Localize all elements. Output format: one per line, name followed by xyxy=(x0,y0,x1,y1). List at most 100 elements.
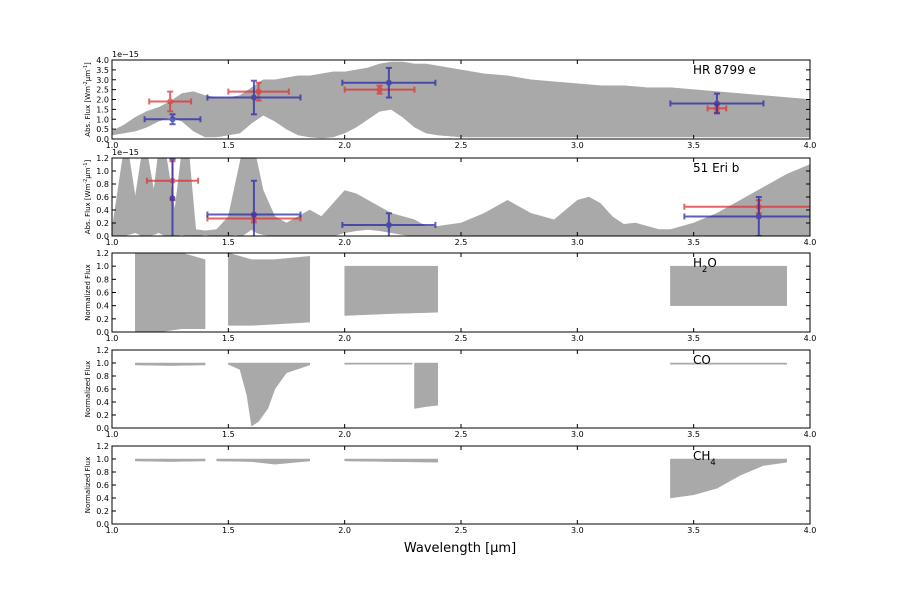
y-tick-label: 0.0 xyxy=(96,328,109,337)
x-tick-label: 2.0 xyxy=(338,430,351,439)
y-tick-label: 1.0 xyxy=(96,115,109,124)
x-tick-label: 3.5 xyxy=(687,430,700,439)
x-tick-label: 1.5 xyxy=(222,526,235,535)
blue-point-2 xyxy=(206,179,302,236)
model-band-4 xyxy=(670,265,787,306)
y-tick-label: 0.8 xyxy=(96,468,109,477)
plot-area xyxy=(112,61,810,139)
panel-4: 1.0 1.5 2.0 2.5 3.0 3.5 4.0 0.0 0.2 0.4 0.6 0.8 1.0 1… xyxy=(84,346,816,439)
model-spectrum xyxy=(112,61,810,139)
data-marker xyxy=(167,98,174,105)
data-marker xyxy=(250,211,257,218)
model-band-2 xyxy=(228,362,311,427)
y-tick-label: 1.0 xyxy=(96,455,109,464)
x-tick-label: 1.5 xyxy=(222,238,235,247)
panel-label: CH4 xyxy=(693,449,716,467)
red-point-3 xyxy=(343,84,416,95)
panels: 1.0 1.5 2.0 2.5 3.0 3.5 4.00.00.51.01.52.02.53… xyxy=(83,50,817,535)
y-tick-label: 0.4 xyxy=(96,494,109,503)
x-tick-label: 1.0 xyxy=(106,526,119,535)
y-tick-label: 0.6 xyxy=(96,193,109,202)
plot-area xyxy=(135,458,787,499)
y-tick-label: 0.2 xyxy=(96,315,109,324)
offset-text: 1e−15 xyxy=(112,50,139,59)
red-point-1 xyxy=(148,90,193,113)
x-tick-label: 3.5 xyxy=(687,334,700,343)
x-tick-label: 1.5 xyxy=(222,141,235,150)
model-band-1 xyxy=(135,458,206,462)
x-tick-label: 4.0 xyxy=(804,526,817,535)
model-band-2 xyxy=(228,253,311,326)
blue-point-1 xyxy=(143,113,202,126)
data-marker xyxy=(385,221,392,228)
panel-2: 1.0 1.5 2.0 2.5 3.0 3.5 4.0 0.0 0.2 0.4 0.6 0.8 1.0 1… xyxy=(83,148,817,247)
y-tick-label: 1.0 xyxy=(96,167,109,176)
y-tick-label: 0.2 xyxy=(96,507,109,516)
y-tick-label: 2.0 xyxy=(96,96,109,105)
x-tick-label: 4.0 xyxy=(804,141,817,150)
y-tick-label: 1.5 xyxy=(96,105,109,114)
y-tick-label: 0.8 xyxy=(96,180,109,189)
y-axis-label: Normalized Flux xyxy=(84,264,92,320)
y-tick-label: 0.0 xyxy=(96,232,109,241)
x-tick-label: 3.5 xyxy=(687,141,700,150)
x-tick-label: 1.0 xyxy=(106,334,119,343)
panel-label: CO xyxy=(693,353,711,367)
panel-label: H2O xyxy=(693,256,717,274)
blue-point-4 xyxy=(683,196,810,236)
model-band-1 xyxy=(135,253,206,332)
y-tick-label: 3.0 xyxy=(96,76,109,85)
y-tick-label: 0.2 xyxy=(96,411,109,420)
y-axis-label: Abs. Flux [Wm-2μm-1] xyxy=(83,62,92,137)
x-tick-label: 2.5 xyxy=(455,334,468,343)
blue-point-3 xyxy=(341,212,437,236)
y-axis-label: Abs. Flux [Wm-2μm-1] xyxy=(83,160,92,235)
model-band-3 xyxy=(344,458,438,463)
panel-3: 1.0 1.5 2.0 2.5 3.0 3.5 4.0 0.0 0.2 0.4 0.6 0.8 1.0 1… xyxy=(84,249,816,343)
y-tick-label: 1.2 xyxy=(96,442,109,451)
x-tick-label: 2.5 xyxy=(455,141,468,150)
plot-area xyxy=(135,253,787,332)
y-tick-label: 1.0 xyxy=(96,262,109,271)
y-tick-label: 1.0 xyxy=(96,359,109,368)
y-tick-label: 0.4 xyxy=(96,302,109,311)
x-tick-label: 4.0 xyxy=(804,238,817,247)
panel-5: 1.0 1.5 2.0 2.5 3.0 3.5 4.0 0.0 0.2 0.4 0.6 0.8 1.0 1… xyxy=(84,442,816,535)
model-band-4 xyxy=(670,458,787,499)
y-tick-label: 0.8 xyxy=(96,372,109,381)
x-tick-label: 2.0 xyxy=(338,334,351,343)
y-tick-label: 0.4 xyxy=(96,206,109,215)
model-band-3 xyxy=(344,362,413,365)
data-marker xyxy=(250,94,257,101)
blue-point-2 xyxy=(206,79,302,116)
x-tick-label: 3.5 xyxy=(687,238,700,247)
model-band-4 xyxy=(414,362,438,409)
blue-point-3 xyxy=(341,66,437,99)
y-tick-label: 0.4 xyxy=(96,398,109,407)
data-marker xyxy=(169,195,176,202)
offset-text: 1e−15 xyxy=(112,148,139,157)
x-tick-label: 3.0 xyxy=(571,526,584,535)
x-tick-label: 3.0 xyxy=(571,238,584,247)
panel-1: 1.0 1.5 2.0 2.5 3.0 3.5 4.00.00.51.01.52.02.53… xyxy=(83,50,816,150)
y-tick-label: 0.0 xyxy=(96,520,109,529)
y-tick-label: 3.5 xyxy=(96,66,109,75)
x-tick-label: 3.0 xyxy=(571,334,584,343)
y-tick-label: 0.0 xyxy=(96,424,109,433)
x-tick-label: 3.0 xyxy=(571,141,584,150)
x-tick-label: 2.5 xyxy=(455,526,468,535)
data-marker xyxy=(755,213,762,220)
x-tick-label: 2.5 xyxy=(455,430,468,439)
y-tick-label: 0.0 xyxy=(96,135,109,144)
model-band-2 xyxy=(216,458,311,465)
x-tick-label: 3.0 xyxy=(571,430,584,439)
x-tick-label: 2.0 xyxy=(338,238,351,247)
x-tick-label: 4.0 xyxy=(804,430,817,439)
panel-label: HR 8799 e xyxy=(693,63,756,77)
data-marker xyxy=(376,86,383,93)
x-tick-label: 2.5 xyxy=(455,238,468,247)
y-axis-label: Normalized Flux xyxy=(84,361,92,417)
x-tick-label: 1.0 xyxy=(106,141,119,150)
y-tick-label: 0.2 xyxy=(96,219,109,228)
